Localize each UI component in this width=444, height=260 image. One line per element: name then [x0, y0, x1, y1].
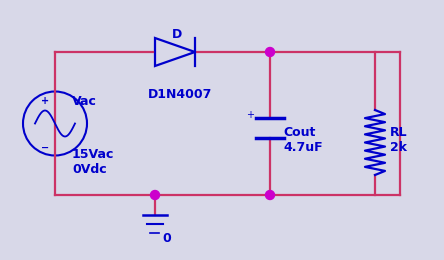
Text: D: D	[172, 28, 182, 41]
Text: 0: 0	[162, 232, 171, 245]
Circle shape	[266, 191, 274, 199]
Text: −: −	[41, 142, 49, 153]
Text: D1N4007: D1N4007	[148, 88, 212, 101]
Circle shape	[151, 191, 159, 199]
Text: 0Vdc: 0Vdc	[72, 163, 107, 176]
Circle shape	[266, 48, 274, 56]
Text: 4.7uF: 4.7uF	[283, 141, 323, 154]
Text: +: +	[41, 95, 49, 106]
Text: 15Vac: 15Vac	[72, 148, 115, 161]
Text: Vac: Vac	[72, 95, 97, 108]
Text: RL: RL	[390, 126, 408, 139]
Text: Cout: Cout	[283, 126, 315, 139]
Text: +: +	[246, 110, 254, 120]
Text: 2k: 2k	[390, 141, 407, 154]
